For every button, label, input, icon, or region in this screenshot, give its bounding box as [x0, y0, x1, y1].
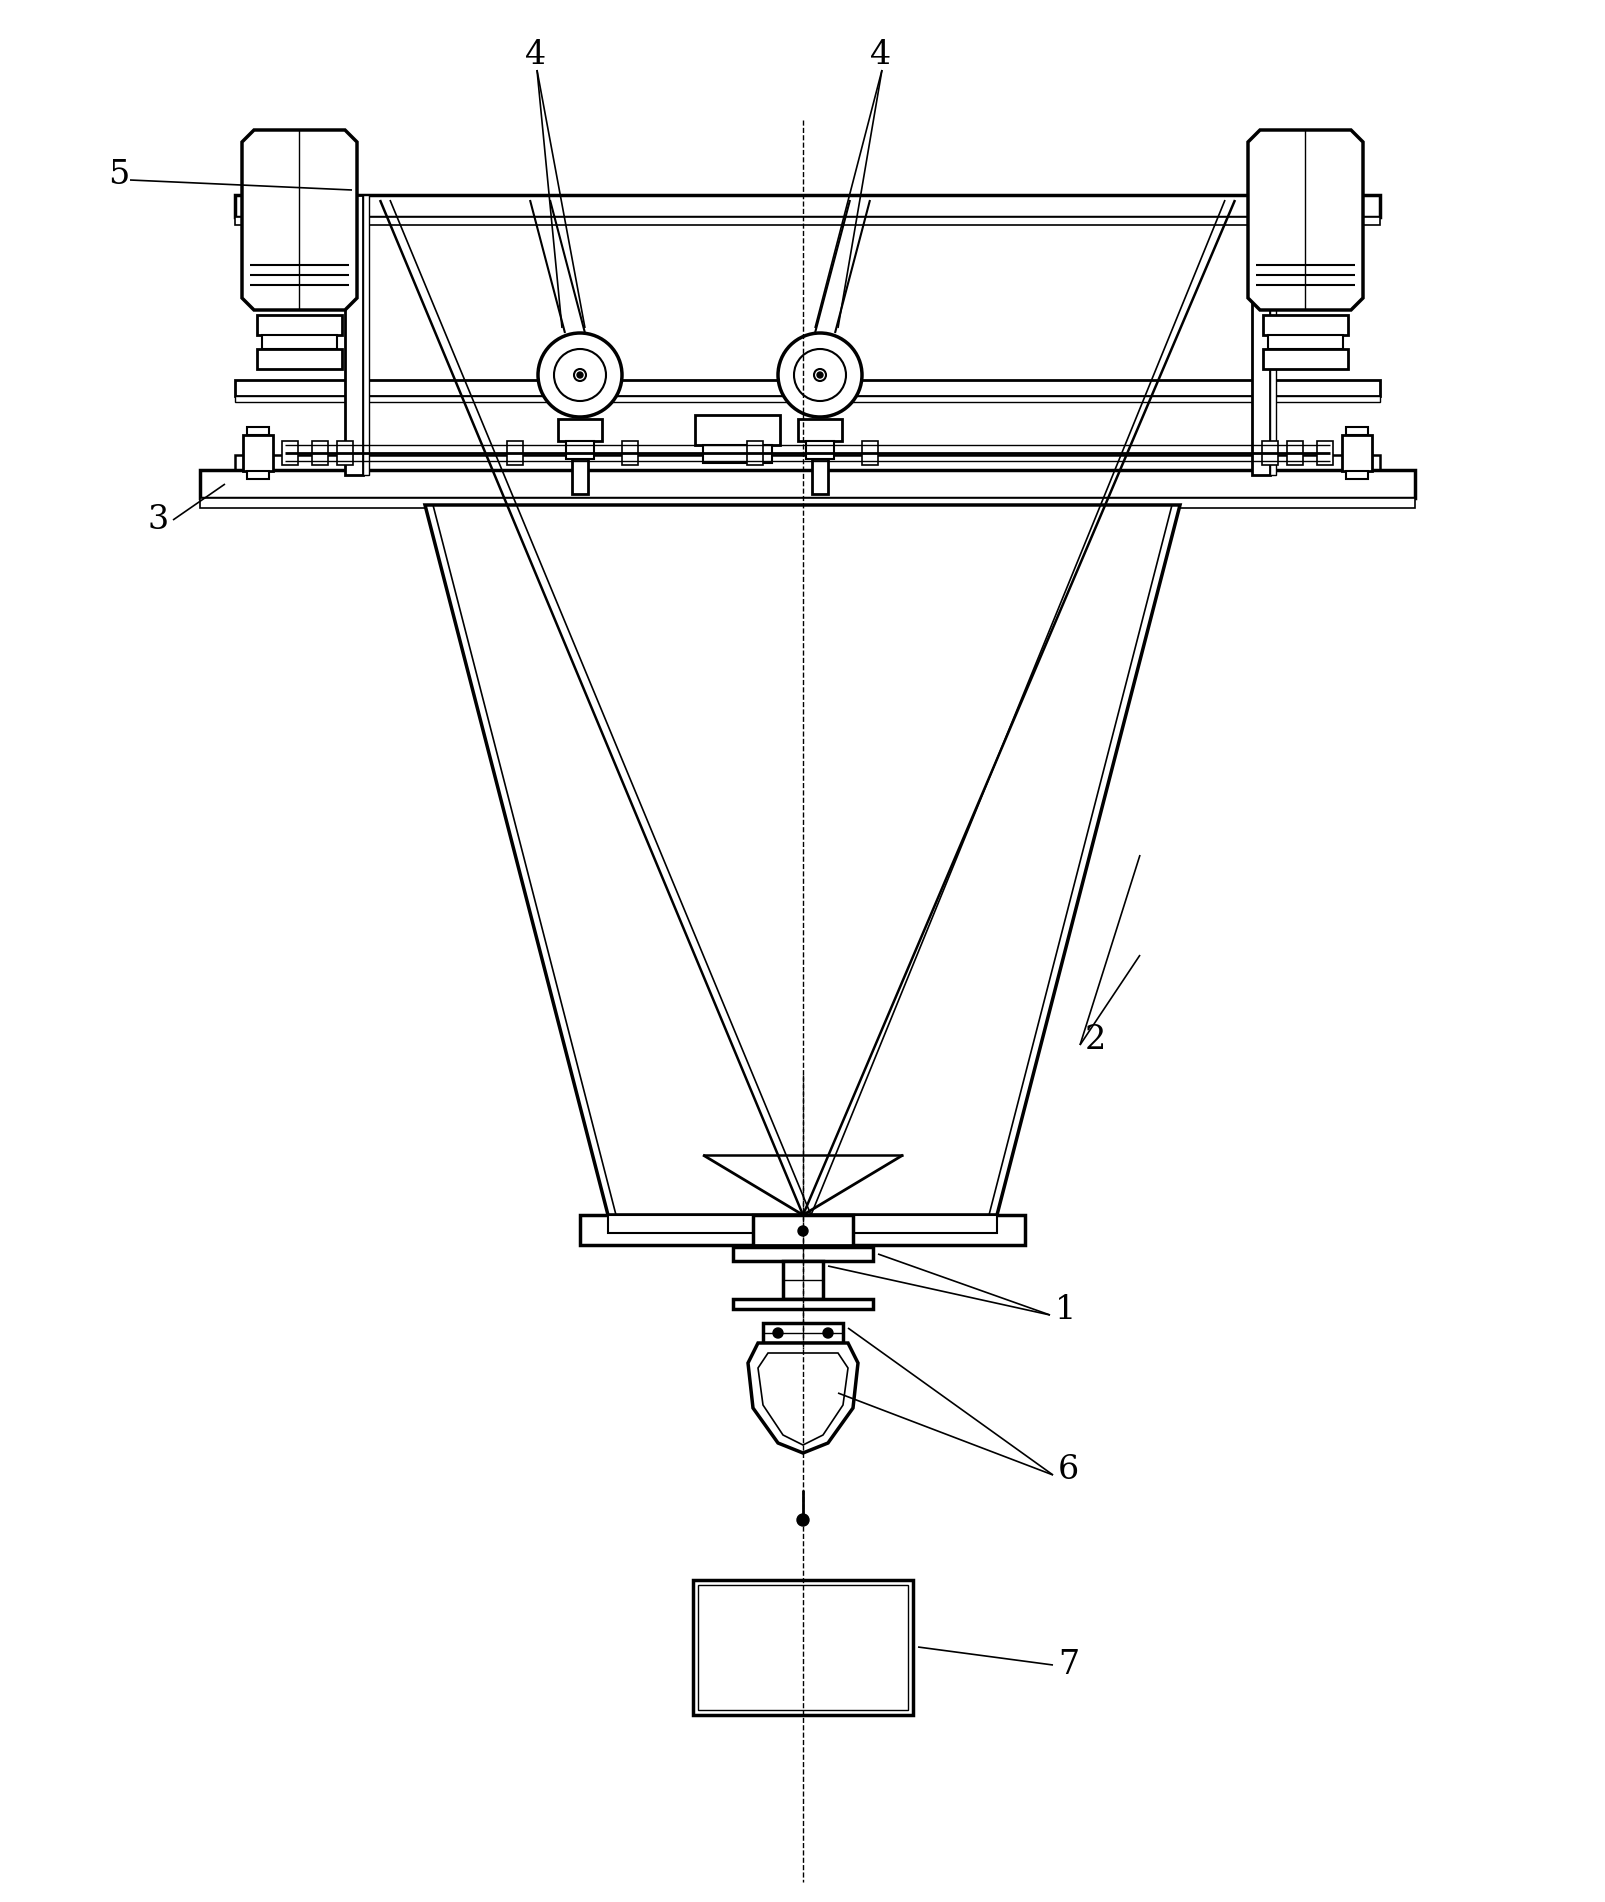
Circle shape: [814, 369, 827, 380]
Bar: [812, 458, 828, 495]
Bar: [746, 441, 762, 464]
Text: 6: 6: [1058, 1453, 1079, 1485]
Bar: [703, 445, 772, 462]
Bar: [234, 396, 1380, 401]
Bar: [623, 441, 639, 464]
Bar: [311, 441, 327, 464]
Bar: [1347, 472, 1367, 479]
Polygon shape: [748, 1343, 859, 1453]
Bar: [1287, 441, 1303, 464]
Bar: [201, 498, 1416, 508]
Bar: [507, 441, 523, 464]
Bar: [247, 472, 270, 479]
Polygon shape: [1249, 129, 1363, 310]
Bar: [559, 418, 602, 441]
Circle shape: [778, 333, 862, 417]
Polygon shape: [242, 129, 356, 310]
Bar: [762, 1324, 843, 1343]
Bar: [257, 348, 342, 369]
Bar: [1252, 196, 1270, 476]
Bar: [234, 217, 1380, 224]
Bar: [806, 441, 835, 458]
Bar: [733, 1248, 873, 1261]
Circle shape: [817, 373, 823, 378]
Text: 4: 4: [525, 40, 546, 70]
Bar: [1270, 196, 1276, 476]
Bar: [798, 418, 843, 441]
Bar: [608, 1215, 997, 1232]
Bar: [1347, 428, 1367, 436]
Bar: [1318, 441, 1334, 464]
Circle shape: [538, 333, 623, 417]
Text: 4: 4: [870, 40, 891, 70]
Bar: [1262, 441, 1278, 464]
Circle shape: [578, 373, 583, 378]
Bar: [262, 335, 337, 348]
Text: 5: 5: [108, 160, 130, 190]
Bar: [571, 458, 587, 495]
Bar: [862, 441, 878, 464]
Bar: [567, 441, 594, 458]
Bar: [693, 1581, 913, 1716]
Bar: [579, 1215, 1026, 1246]
Bar: [695, 415, 780, 445]
Bar: [1263, 316, 1348, 335]
Bar: [234, 196, 1380, 217]
Bar: [1268, 335, 1343, 348]
Bar: [234, 455, 1380, 483]
Circle shape: [798, 1227, 807, 1236]
Bar: [247, 428, 270, 436]
Bar: [1342, 436, 1372, 472]
Bar: [1263, 348, 1348, 369]
Polygon shape: [425, 506, 1180, 1215]
Circle shape: [798, 1514, 809, 1525]
Bar: [753, 1215, 852, 1248]
Circle shape: [774, 1328, 783, 1337]
Text: 7: 7: [1058, 1649, 1079, 1681]
Bar: [234, 380, 1380, 396]
Bar: [733, 1299, 873, 1309]
Bar: [783, 1261, 823, 1299]
Bar: [345, 196, 363, 476]
Text: 1: 1: [1054, 1293, 1077, 1326]
Circle shape: [823, 1328, 833, 1337]
Bar: [242, 436, 273, 472]
Bar: [698, 1584, 908, 1710]
Circle shape: [794, 348, 846, 401]
Bar: [363, 196, 369, 476]
Circle shape: [575, 369, 586, 380]
Text: 2: 2: [1085, 1023, 1106, 1056]
Circle shape: [554, 348, 607, 401]
Text: 3: 3: [148, 504, 169, 536]
Bar: [257, 316, 342, 335]
Bar: [337, 441, 353, 464]
Bar: [201, 470, 1416, 498]
Bar: [282, 441, 299, 464]
